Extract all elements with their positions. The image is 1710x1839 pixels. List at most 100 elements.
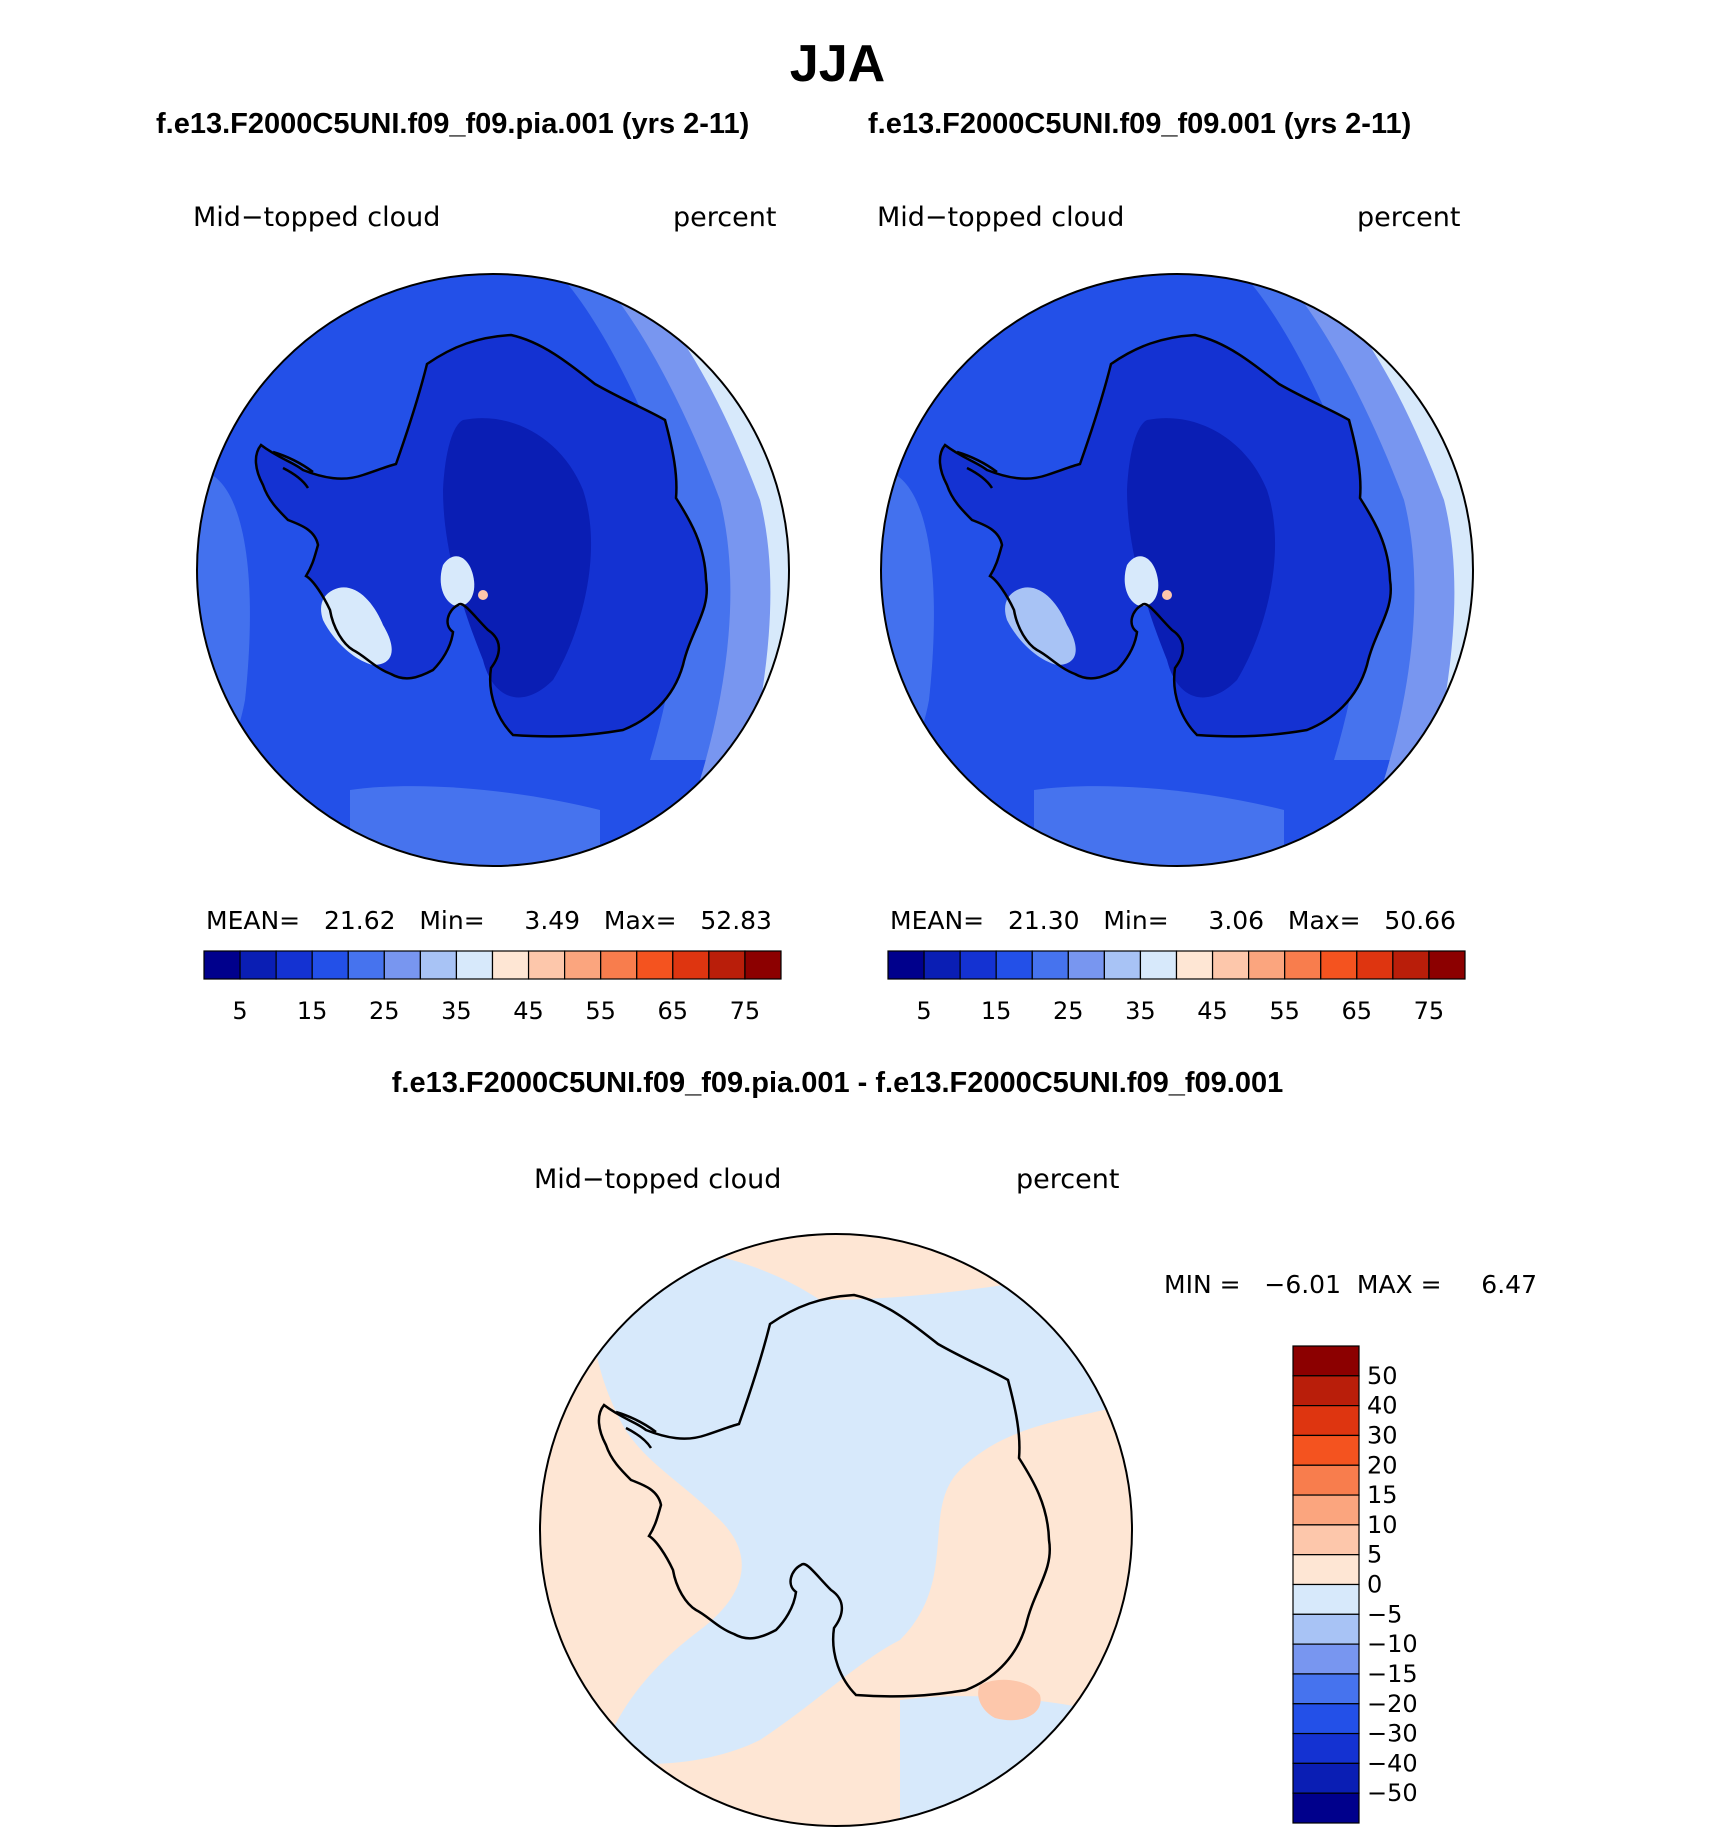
right-case-title: f.e13.F2000C5UNI.f09_f09.001 (yrs 2-11) bbox=[868, 108, 1412, 140]
right-colorbar-tick-label: 45 bbox=[1197, 997, 1228, 1025]
region-right-spot bbox=[1124, 556, 1159, 606]
right-colorbar-swatch bbox=[1356, 950, 1394, 980]
diff-colorbar-tick-label: −5 bbox=[1367, 1600, 1402, 1628]
diff-colorbar-tick-label: −15 bbox=[1367, 1660, 1418, 1688]
left-case-title: f.e13.F2000C5UNI.f09_f09.pia.001 (yrs 2-… bbox=[156, 108, 750, 140]
left-colorbar-swatch bbox=[708, 950, 746, 980]
right-colorbar-tick-label: 5 bbox=[916, 997, 931, 1025]
left-colorbar-swatch bbox=[311, 950, 349, 980]
diff-colorbar-swatch bbox=[1292, 1375, 1360, 1407]
diff-colorbar-tick-label: 40 bbox=[1367, 1392, 1398, 1420]
left-colorbar-swatch bbox=[347, 950, 385, 980]
region-left-spot bbox=[440, 556, 475, 606]
diff-colorbar-swatch bbox=[1292, 1583, 1360, 1615]
right-variable-label: Mid−topped cloud bbox=[877, 202, 1125, 233]
diff-map-border bbox=[539, 1233, 1133, 1827]
main-title: JJA bbox=[789, 35, 886, 93]
right-colorbar: 5 15 25 35 45 55 65 75 bbox=[887, 950, 1466, 1025]
diff-colorbar-tick-label: −50 bbox=[1367, 1779, 1418, 1807]
region-right-ross-pale bbox=[1005, 587, 1076, 665]
right-colorbar-swatch bbox=[959, 950, 997, 980]
right-colorbar-swatch bbox=[1067, 950, 1105, 980]
region-right-plateau bbox=[1127, 418, 1276, 698]
diff-stats: MIN = −6.01 MAX = 6.47 bbox=[1164, 1270, 1537, 1299]
diff-colorbar-swatch bbox=[1292, 1554, 1360, 1586]
right-colorbar-swatch bbox=[1031, 950, 1069, 980]
diff-colorbar-tick-label: 5 bbox=[1367, 1541, 1382, 1569]
left-colorbar-tick-label: 55 bbox=[585, 997, 616, 1025]
diff-colorbar-tick-label: −30 bbox=[1367, 1720, 1418, 1748]
diff-colorbar-swatch bbox=[1292, 1643, 1360, 1675]
left-colorbar-swatch bbox=[203, 950, 241, 980]
left-colorbar-swatch bbox=[672, 950, 710, 980]
diff-colorbar-tick-label: 15 bbox=[1367, 1481, 1398, 1509]
right-colorbar-swatch bbox=[1284, 950, 1322, 980]
diff-colorbar-tick-label: 10 bbox=[1367, 1511, 1398, 1539]
left-colorbar-tick-label: 15 bbox=[297, 997, 328, 1025]
diff-title: f.e13.F2000C5UNI.f09_f09.pia.001 - f.e13… bbox=[391, 1067, 1284, 1099]
left-stats: MEAN= 21.62 Min= 3.49 Max= 52.83 bbox=[206, 906, 772, 935]
left-colorbar-swatch bbox=[491, 950, 530, 980]
left-colorbar-tick-label: 25 bbox=[369, 997, 400, 1025]
right-colorbar-swatch bbox=[1211, 950, 1250, 980]
right-colorbar-swatch bbox=[1175, 950, 1214, 980]
left-colorbar: 5 15 25 35 45 55 65 75 bbox=[203, 950, 782, 1025]
left-colorbar-tick-label: 75 bbox=[730, 997, 761, 1025]
left-colorbar-swatch bbox=[636, 950, 674, 980]
right-units-label: percent bbox=[1357, 202, 1461, 233]
diff-colorbar-swatch bbox=[1292, 1732, 1360, 1764]
right-map-border bbox=[880, 273, 1474, 867]
diff-variable-label: Mid−topped cloud bbox=[534, 1164, 782, 1195]
diff-colorbar-swatch bbox=[1292, 1673, 1360, 1705]
left-colorbar-swatch bbox=[275, 950, 313, 980]
right-colorbar-tick-label: 35 bbox=[1125, 997, 1156, 1025]
right-colorbar-tick-label: 75 bbox=[1414, 997, 1445, 1025]
diff-colorbar-tick-label: 50 bbox=[1367, 1362, 1398, 1390]
right-colorbar-tick-label: 25 bbox=[1053, 997, 1084, 1025]
left-colorbar-swatch bbox=[419, 950, 458, 980]
left-colorbar-tick-label: 35 bbox=[441, 997, 472, 1025]
diff-colorbar-tick-label: 30 bbox=[1367, 1421, 1398, 1449]
left-units-label: percent bbox=[673, 202, 777, 233]
diff-colorbar-tick-label: −10 bbox=[1367, 1630, 1418, 1658]
right-colorbar-tick-label: 55 bbox=[1269, 997, 1300, 1025]
right-colorbar-swatch bbox=[887, 950, 925, 980]
region-right-south-ocean bbox=[1034, 786, 1284, 866]
left-colorbar-tick-label: 5 bbox=[232, 997, 247, 1025]
right-colorbar-swatch bbox=[1392, 950, 1430, 980]
diff-colorbar-tick-label: −40 bbox=[1367, 1749, 1418, 1777]
diff-colorbar-swatch bbox=[1292, 1524, 1360, 1556]
right-colorbar-swatch bbox=[1320, 950, 1358, 980]
region-right-max-spot bbox=[1162, 590, 1172, 600]
region-left-plateau bbox=[443, 418, 592, 698]
diff-colorbar-swatch bbox=[1292, 1613, 1360, 1645]
diff-colorbar-swatch bbox=[1292, 1762, 1360, 1794]
left-map-border bbox=[196, 273, 790, 867]
diff-colorbar-swatch bbox=[1292, 1703, 1360, 1735]
left-colorbar-swatch bbox=[383, 950, 421, 980]
left-colorbar-swatch bbox=[455, 950, 494, 980]
right-stats: MEAN= 21.30 Min= 3.06 Max= 50.66 bbox=[890, 906, 1456, 935]
right-colorbar-tick-label: 65 bbox=[1342, 997, 1373, 1025]
diff-colorbar-swatch bbox=[1292, 1434, 1360, 1466]
right-colorbar-swatch bbox=[995, 950, 1033, 980]
right-polar-map bbox=[881, 274, 1473, 866]
diff-colorbar-swatch bbox=[1292, 1494, 1360, 1526]
diff-colorbar-swatch bbox=[1292, 1345, 1360, 1377]
right-colorbar-swatch bbox=[1248, 950, 1286, 980]
right-colorbar-tick-label: 15 bbox=[981, 997, 1012, 1025]
right-colorbar-swatch bbox=[923, 950, 961, 980]
diff-colorbar-tick-label: −20 bbox=[1367, 1690, 1418, 1718]
left-colorbar-swatch bbox=[239, 950, 277, 980]
diff-colorbar-tick-label: 0 bbox=[1367, 1571, 1382, 1599]
diff-colorbar-swatch bbox=[1292, 1405, 1360, 1437]
region-left-ross-pale bbox=[321, 587, 392, 665]
region-left-max-spot bbox=[478, 590, 488, 600]
diff-colorbar-swatch bbox=[1292, 1464, 1360, 1496]
right-colorbar-swatch bbox=[1139, 950, 1178, 980]
left-colorbar-swatch bbox=[744, 950, 782, 980]
left-colorbar-swatch bbox=[564, 950, 602, 980]
right-colorbar-swatch bbox=[1428, 950, 1466, 980]
left-variable-label: Mid−topped cloud bbox=[193, 202, 441, 233]
